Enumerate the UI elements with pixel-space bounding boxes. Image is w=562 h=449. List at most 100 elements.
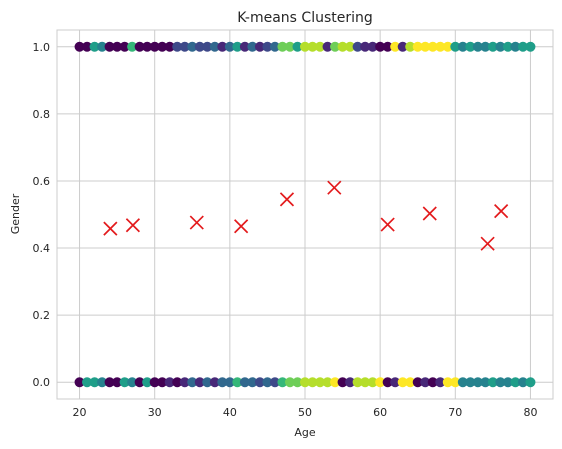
data-point (525, 377, 536, 388)
data-point (269, 377, 280, 388)
centroid-marker (279, 192, 295, 207)
data-point (307, 41, 318, 52)
data-point (292, 377, 303, 388)
data-point (292, 41, 303, 52)
data-point (232, 41, 243, 52)
data-point (172, 41, 183, 52)
y-tick-label: 0.8 (33, 108, 51, 121)
data-point (74, 377, 85, 388)
centroid-marker (422, 206, 437, 221)
centroid-marker (380, 217, 395, 232)
data-point (427, 377, 438, 388)
data-point (525, 41, 536, 52)
data-point (465, 377, 476, 388)
y-tick-label: 0.6 (33, 175, 51, 188)
centroid-marker (480, 236, 495, 251)
data-point (390, 377, 401, 388)
data-point (442, 377, 453, 388)
x-tick-label: 20 (73, 406, 87, 419)
y-tick-label: 0.2 (33, 309, 51, 322)
data-point (465, 41, 476, 52)
data-point (382, 41, 393, 52)
y-tick-label: 0.0 (33, 376, 51, 389)
data-point (300, 377, 310, 388)
data-point (254, 41, 265, 52)
data-point (495, 41, 506, 52)
data-point (352, 377, 363, 388)
data-point (315, 377, 326, 388)
data-point (330, 377, 341, 388)
x-tick-label: 70 (448, 406, 462, 419)
data-point (89, 377, 100, 388)
data-point (232, 377, 243, 388)
plot-frame (56, 29, 554, 400)
data-point (149, 377, 160, 388)
data-point (164, 377, 175, 388)
data-point (472, 41, 483, 52)
data-point (239, 41, 250, 52)
data-point (277, 41, 288, 52)
data-point (510, 41, 521, 52)
data-point (127, 377, 138, 388)
data-point (517, 41, 528, 52)
data-point (224, 41, 235, 52)
data-point (442, 41, 453, 52)
data-point (367, 41, 378, 52)
data-point (517, 377, 528, 388)
data-point (315, 41, 326, 52)
data-point (179, 377, 190, 388)
data-point (104, 41, 115, 52)
data-point (472, 377, 483, 388)
data-point (127, 41, 138, 52)
data-point (172, 377, 183, 388)
data-point (194, 377, 205, 388)
data-point (119, 377, 130, 388)
data-point (82, 41, 93, 52)
data-point (502, 377, 513, 388)
centroid-marker (494, 204, 509, 219)
centroid-marker (103, 221, 118, 236)
data-point (119, 41, 130, 52)
data-point (202, 377, 213, 388)
data-point (97, 377, 108, 388)
data-point (345, 377, 356, 388)
centroid-marker (327, 180, 342, 195)
data-point (360, 41, 371, 52)
centroid-marker (234, 219, 249, 234)
data-point (209, 41, 220, 52)
data-point (284, 377, 295, 388)
data-point (134, 41, 145, 52)
data-point (254, 377, 265, 388)
data-point (487, 377, 498, 388)
data-point (224, 377, 235, 388)
data-point (217, 377, 228, 388)
data-point (262, 41, 273, 52)
y-tick-label: 1.0 (33, 41, 51, 54)
data-point (157, 41, 168, 52)
grid-lines (57, 30, 553, 399)
y-tick-label: 0.4 (33, 242, 51, 255)
data-point (262, 377, 273, 388)
data-point (435, 377, 446, 388)
data-point (397, 41, 408, 52)
data-point (277, 377, 288, 388)
data-point (390, 41, 401, 52)
data-point (412, 377, 423, 388)
data-point (420, 377, 431, 388)
data-point (142, 377, 153, 388)
data-point (427, 41, 438, 52)
data-point (89, 41, 100, 52)
data-point (397, 377, 408, 388)
y-tick-labels: 0.0 0.2 0.4 0.6 0.8 1.0 (33, 41, 51, 389)
data-point (209, 377, 220, 388)
data-point (367, 377, 378, 388)
data-point (112, 41, 123, 52)
centroid-marker (189, 215, 204, 230)
data-point (480, 377, 491, 388)
x-tick-label: 40 (223, 406, 237, 419)
x-tick-labels: 20 30 40 50 60 70 80 (73, 406, 538, 419)
data-point (405, 41, 416, 52)
data-points (74, 41, 536, 388)
data-point (112, 377, 123, 388)
data-point (187, 377, 198, 388)
